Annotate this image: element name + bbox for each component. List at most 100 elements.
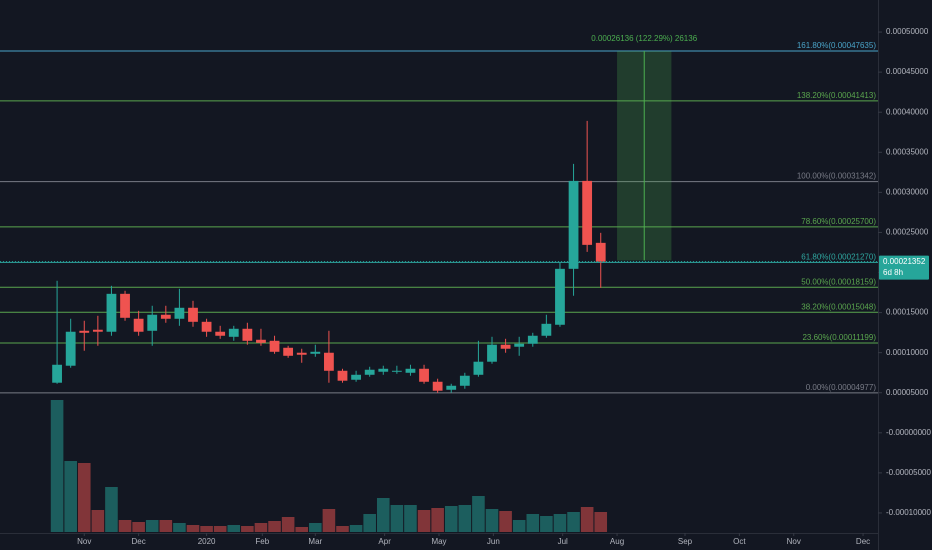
candle-body	[160, 314, 171, 319]
candle-body	[256, 339, 266, 343]
candle-body	[188, 307, 198, 322]
volume-bar	[50, 400, 64, 532]
volume-bar	[105, 487, 118, 532]
fib-label: 138.20%(0.00041413)	[797, 91, 877, 100]
candle-body	[582, 180, 593, 245]
candle-body	[79, 330, 90, 333]
fib-label: 0.00%(0.00004977)	[806, 383, 877, 392]
x-tick-label: Oct	[733, 537, 746, 546]
candle-body	[541, 323, 552, 336]
x-tick-label: Nov	[787, 537, 801, 546]
volume-bar	[404, 505, 417, 532]
y-tick-label: 0.00010000	[886, 348, 929, 357]
candle-body	[65, 331, 76, 366]
candle-body	[147, 314, 158, 331]
fib-label: 23.60%(0.00011199)	[802, 333, 876, 342]
candle-body	[514, 343, 525, 347]
x-tick-label: May	[431, 537, 446, 546]
candle-body	[242, 328, 253, 341]
candle-body	[133, 318, 144, 332]
volume-bar	[227, 525, 241, 532]
candle-body	[487, 344, 497, 362]
volume-bar	[241, 526, 254, 532]
fib-label: 100.00%(0.00031342)	[797, 172, 877, 181]
y-tick-label: -0.00005000	[886, 468, 931, 477]
fib-label: 78.60%(0.00025700)	[801, 217, 876, 226]
volume-bar	[145, 520, 159, 532]
candle-body	[555, 268, 565, 325]
volume-bar	[458, 505, 472, 532]
candle-body	[269, 340, 280, 352]
volume-bar	[376, 498, 390, 532]
volume-bar	[553, 514, 567, 532]
candle-body	[473, 361, 484, 375]
volume-bar	[336, 526, 349, 532]
candle-body	[215, 331, 226, 336]
y-tick-label: -0.00000000	[886, 428, 931, 437]
candle-body	[432, 381, 443, 391]
volume-bar	[349, 525, 363, 532]
volume-bar	[132, 522, 145, 532]
volume-bar	[309, 523, 322, 532]
volume-bar	[91, 510, 105, 532]
candle-body	[351, 374, 361, 380]
x-tick-label: Dec	[132, 537, 146, 546]
x-tick-label: Nov	[77, 537, 91, 546]
x-tick-label: 2020	[198, 537, 216, 546]
candle-body	[92, 329, 103, 332]
volume-bar	[567, 512, 580, 532]
volume-bar	[390, 505, 404, 532]
candle-body	[283, 347, 294, 356]
x-tick-label: Aug	[610, 537, 624, 546]
y-tick-label: 0.00045000	[886, 67, 929, 76]
candle-body	[52, 364, 62, 383]
y-tick-label: 0.00035000	[886, 147, 929, 156]
fib-label: 61.80%(0.00021270)	[801, 252, 876, 261]
x-tick-label: Mar	[308, 537, 322, 546]
volume-bar	[159, 520, 173, 532]
candle-body	[459, 375, 470, 386]
candle-body	[446, 385, 457, 390]
price-tag: 0.00021352	[883, 257, 926, 266]
volume-bar	[173, 523, 186, 532]
candle-body	[310, 351, 321, 354]
fib-label: 161.80%(0.00047635)	[797, 41, 877, 50]
candle-body	[364, 369, 375, 375]
fib-label: 38.20%(0.00015048)	[801, 302, 876, 311]
candle-body	[527, 335, 538, 344]
y-tick-label: 0.00040000	[886, 107, 929, 116]
candle-body	[595, 242, 606, 262]
candle-body	[296, 352, 307, 355]
candle-body	[228, 328, 239, 337]
volume-bar	[499, 511, 512, 532]
volume-bar	[580, 507, 594, 532]
x-tick-label: Feb	[255, 537, 269, 546]
y-tick-label: 0.00030000	[886, 187, 929, 196]
x-tick-label: Jun	[487, 537, 500, 546]
candle-body	[391, 370, 402, 372]
volume-bar	[77, 463, 91, 532]
price-tag-bg	[879, 255, 929, 280]
x-tick-label: Apr	[378, 537, 391, 546]
x-tick-label: Sep	[678, 537, 693, 546]
volume-bar	[512, 520, 526, 532]
volume-bar	[200, 526, 213, 532]
volume-bar	[363, 514, 376, 532]
volume-bar	[431, 508, 444, 532]
volume-bar	[254, 523, 268, 532]
candle-body	[405, 368, 416, 373]
y-tick-label: 0.00005000	[886, 388, 929, 397]
candle-body	[337, 370, 348, 381]
candle-body	[174, 307, 185, 319]
volume-bar	[485, 509, 499, 532]
volume-bar	[540, 516, 553, 532]
volume-bar	[594, 512, 608, 532]
countdown: 6d 8h	[883, 268, 903, 277]
candle-body	[500, 344, 511, 349]
volume-bar	[417, 510, 431, 532]
volume-bar	[268, 521, 281, 532]
measure-label: 0.00026136 (122.29%) 26136	[591, 34, 697, 43]
volume-bar	[295, 527, 309, 532]
